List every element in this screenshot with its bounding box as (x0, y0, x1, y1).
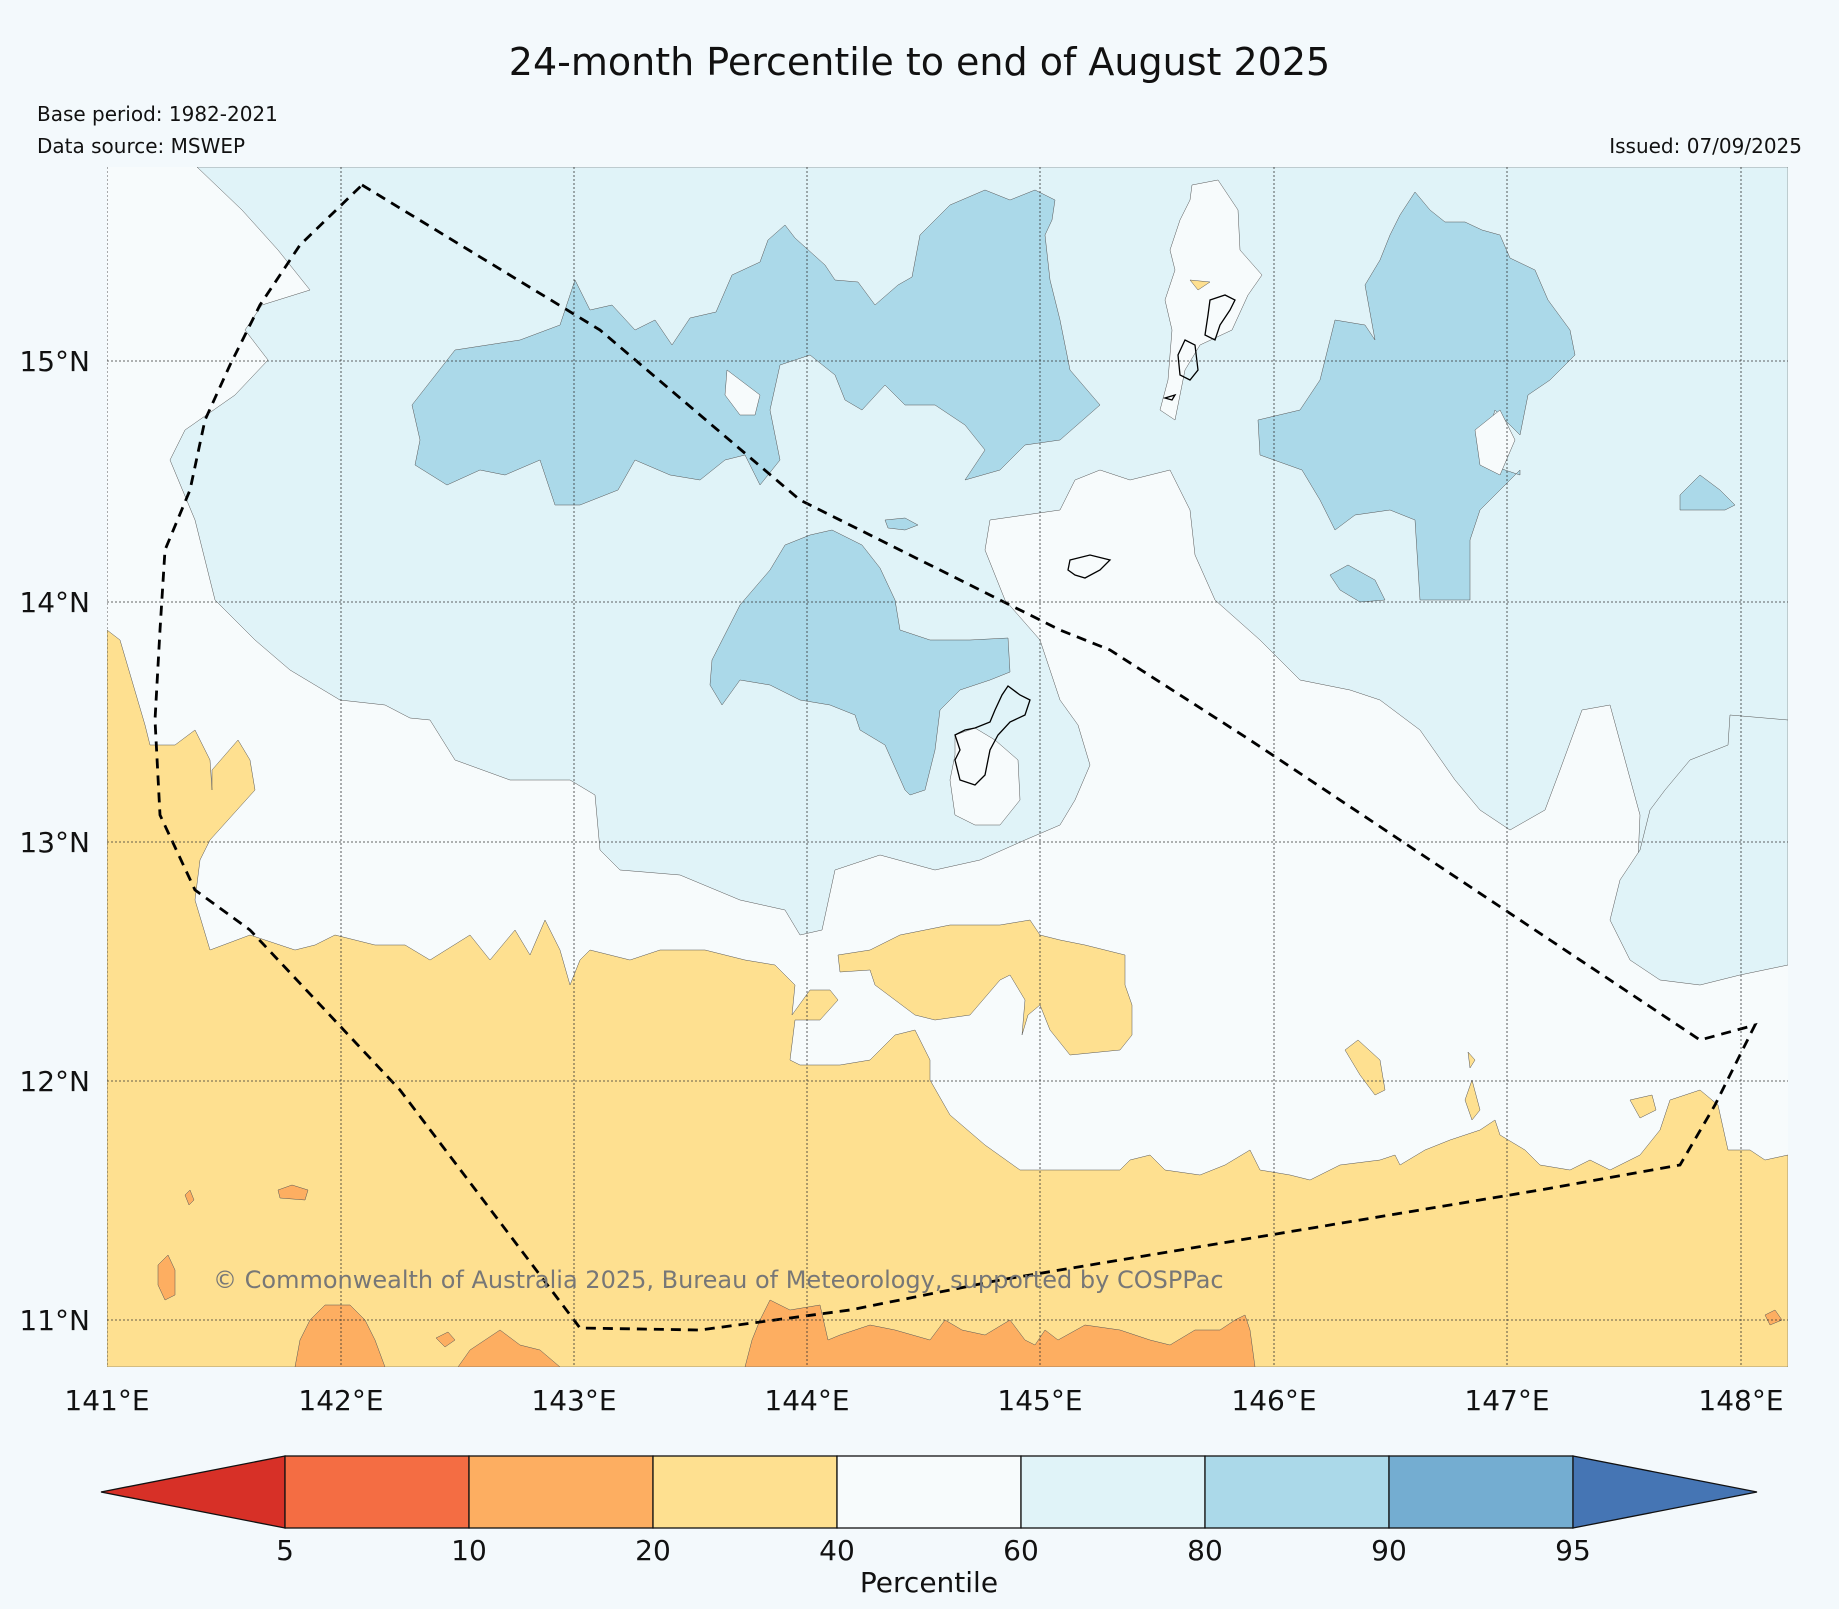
region-20-40-central (837, 919, 1133, 1056)
lon-label: 141°E (64, 1384, 149, 1417)
lon-label: 145°E (997, 1384, 1082, 1417)
lon-label: 144°E (764, 1384, 849, 1417)
island-saipan (1204, 294, 1236, 341)
colorbar-legend (100, 1455, 1758, 1529)
region-10-20-south (294, 1304, 386, 1367)
lon-label: 146°E (1231, 1384, 1316, 1417)
island-rota (1067, 554, 1112, 579)
lat-label: 14°N (19, 586, 90, 619)
issued-date: Issued: 07/09/2025 (1609, 134, 1802, 158)
lon-label: 147°E (1464, 1384, 1549, 1417)
colorbar-bin-80-90 (1204, 1455, 1390, 1529)
lon-label: 143°E (531, 1384, 616, 1417)
region-20-40-patch-c (1629, 1094, 1657, 1119)
lat-label: 13°N (19, 826, 90, 859)
graticule (107, 167, 1788, 1367)
region-10-20-south-c (744, 1299, 1256, 1367)
colorbar-bin->95 (1572, 1455, 1758, 1529)
colorbar-tick: 10 (451, 1534, 487, 1567)
colorbar-tick: 90 (1371, 1534, 1407, 1567)
region-40-60-hole-northwest (724, 369, 761, 416)
lat-label: 12°N (19, 1065, 90, 1098)
island-guam (954, 685, 1031, 786)
region-20-40-patch-d (1189, 279, 1211, 291)
colorbar-bin-40-60 (836, 1455, 1022, 1529)
lon-axis-labels: 141°E 142°E 143°E 144°E 145°E 146°E 147°… (64, 1384, 1783, 1417)
region-80-90-northeast (1257, 191, 1576, 601)
copyright-text: © Commonwealth of Australia 2025, Bureau… (213, 1266, 1224, 1294)
base-period: Base period: 1982-2021 (37, 102, 278, 126)
data-source: Data source: MSWEP (37, 134, 246, 158)
lat-label: 11°N (19, 1304, 90, 1337)
colorbar-bin-20-40 (652, 1455, 838, 1529)
region-10-20-patch-e (1764, 1309, 1783, 1326)
colorbar-tick: 40 (819, 1534, 855, 1567)
region-80-90-patch-se (1329, 564, 1386, 603)
region-10-20-patch-b (277, 1184, 309, 1201)
island-aguijan (1162, 393, 1177, 401)
colorbar-tick: 95 (1555, 1534, 1591, 1567)
region-20-40-south (107, 629, 1788, 1367)
region-80-90-central (709, 529, 1011, 796)
region-40-60-central-hole (949, 727, 1021, 826)
region-10-20-patch-d (435, 1331, 456, 1348)
colorbar-label: Percentile (860, 1566, 998, 1599)
lon-label: 148°E (1698, 1384, 1783, 1417)
colorbar-bin-5-10 (284, 1455, 470, 1529)
region-10-20-patch-c (184, 1189, 195, 1206)
region-20-40-patch-e (1467, 1051, 1476, 1069)
region-60-80-east (1609, 714, 1788, 986)
region-80-90-patch-east (1679, 474, 1736, 511)
map-panel: © Commonwealth of Australia 2025, Bureau… (107, 167, 1788, 1367)
colorbar-tick: 20 (635, 1534, 671, 1567)
island-tinian (1177, 339, 1199, 381)
colorbar-tick: 80 (1187, 1534, 1223, 1567)
colorbar-ticks: 5 10 20 40 60 80 90 95 (276, 1534, 1591, 1567)
map-title: 24-month Percentile to end of August 202… (508, 40, 1331, 84)
colorbar-bin-60-80 (1020, 1455, 1206, 1529)
colorbar-tick: 60 (1003, 1534, 1039, 1567)
region-40-60-hole-east (1474, 409, 1516, 476)
lat-axis-labels: 15°N 14°N 13°N 12°N 11°N (19, 345, 90, 1337)
colorbar-bin-<5 (100, 1455, 286, 1529)
colorbar-tick: 5 (276, 1534, 294, 1567)
region-10-20-patch-a (157, 1254, 176, 1301)
colorbar-bin-90-95 (1388, 1455, 1574, 1529)
colorbar-bin-10-20 (468, 1455, 654, 1529)
region-20-40-patch-b (1464, 1079, 1481, 1121)
region-80-90-northwest (411, 189, 1101, 506)
region-80-90-patch-small (884, 517, 919, 531)
region-10-20-south-b (457, 1329, 561, 1367)
lat-label: 15°N (19, 345, 90, 378)
lon-label: 142°E (298, 1384, 383, 1417)
